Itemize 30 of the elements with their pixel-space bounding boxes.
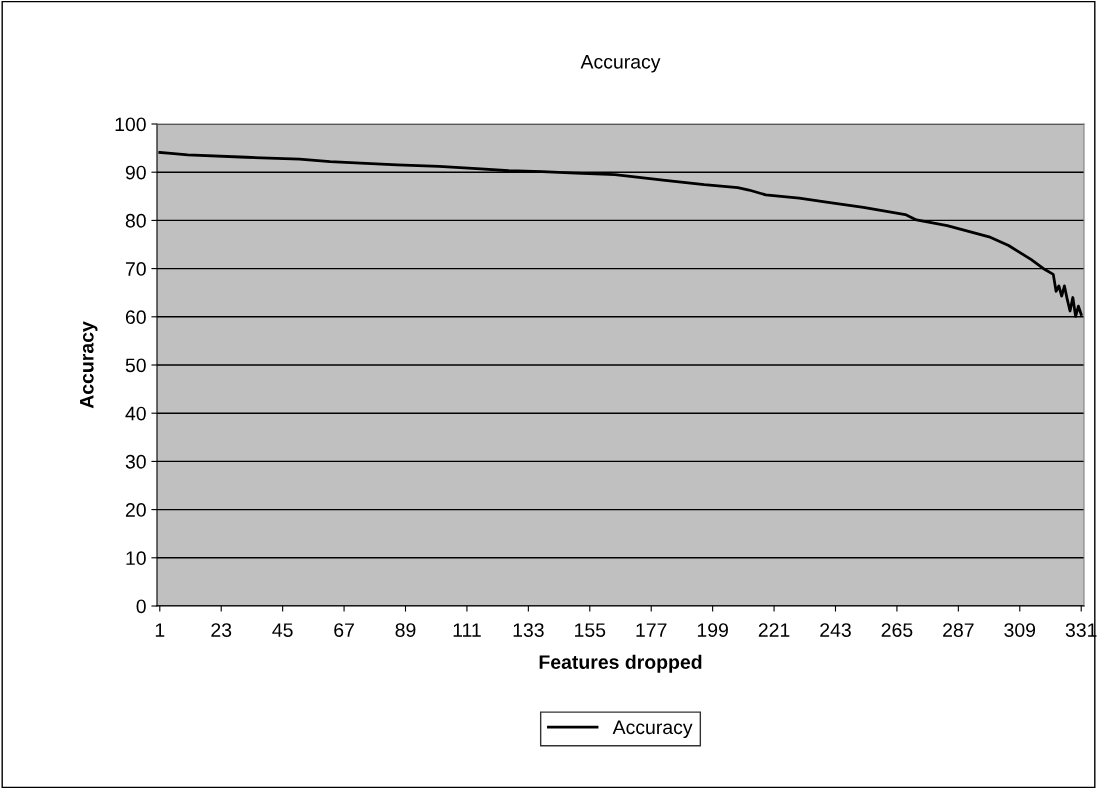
chart-title: Accuracy: [580, 55, 661, 73]
y-tick-label: 90: [125, 165, 146, 180]
legend-label: Accuracy: [612, 720, 693, 739]
x-tick-label: 309: [1004, 623, 1036, 637]
y-tick-label: 30: [125, 454, 146, 469]
y-tick-label: 100: [115, 117, 146, 132]
x-tick-label: 111: [453, 623, 481, 637]
x-tick-label: 23: [211, 623, 232, 637]
x-tick-label: 67: [334, 623, 354, 637]
y-tick-label: 50: [125, 358, 146, 373]
y-tick-label: 20: [125, 503, 146, 517]
x-tick-label: 133: [513, 623, 544, 637]
x-tick-label: 221: [758, 623, 790, 637]
x-axis-title: Features dropped: [539, 654, 702, 673]
y-tick-label: 10: [126, 551, 146, 566]
x-tick-label: 1: [155, 623, 165, 637]
y-tick-label: 40: [125, 406, 146, 421]
y-tick-label: 70: [125, 262, 146, 276]
x-tick-label: 199: [697, 623, 728, 637]
x-tick-label: 89: [395, 623, 416, 637]
y-tick-label: 80: [125, 213, 146, 228]
y-tick-label: 0: [136, 599, 146, 614]
y-tick-label: 60: [125, 310, 146, 325]
x-tick-label: 155: [575, 623, 606, 637]
x-tick-label: 45: [272, 623, 293, 637]
x-tick-label: 243: [820, 623, 851, 637]
y-axis-title: Accuracy: [80, 321, 98, 409]
x-tick-label: 287: [943, 623, 974, 637]
x-tick-label: 177: [636, 623, 667, 637]
x-tick-label: 265: [881, 623, 913, 637]
